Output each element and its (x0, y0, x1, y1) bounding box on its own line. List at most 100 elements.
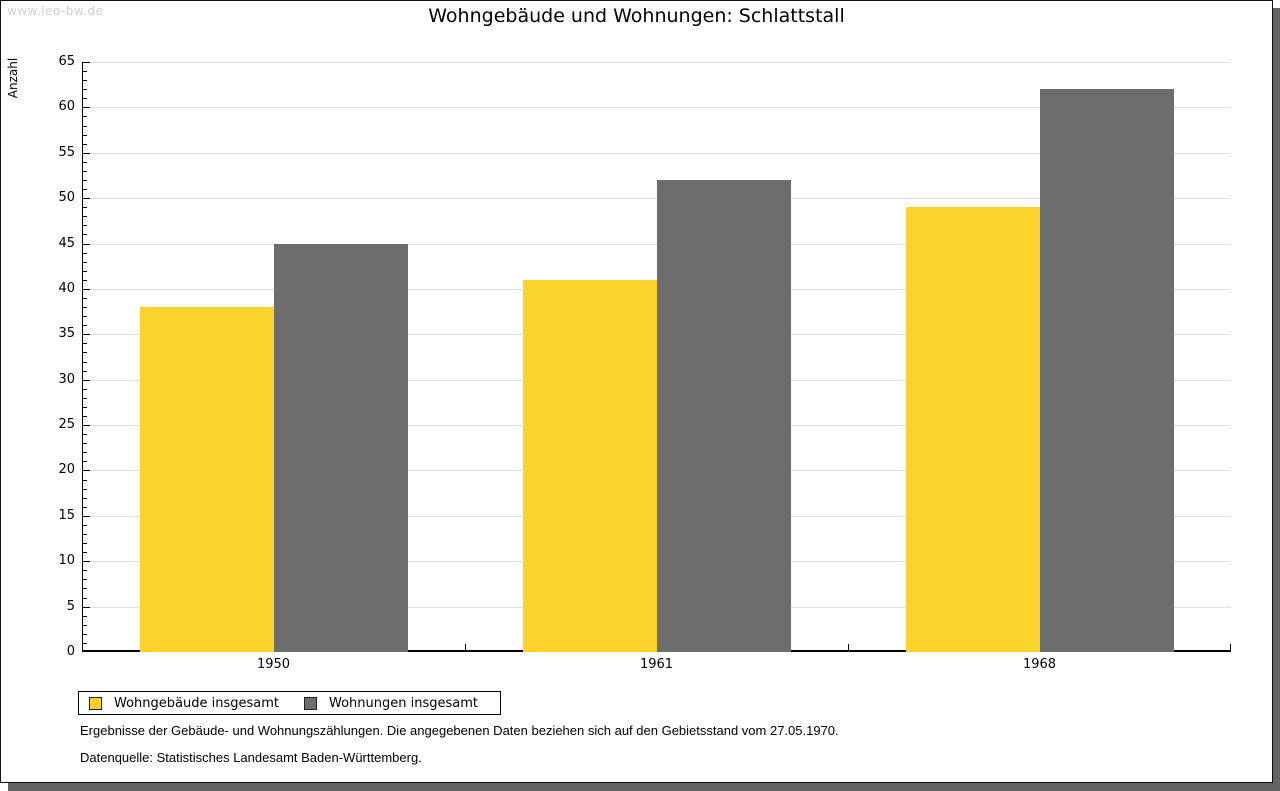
y-minor-tick-36 (83, 325, 87, 327)
y-minor-tick-51 (83, 189, 87, 191)
y-minor-tick-58 (83, 125, 87, 127)
y-minor-tick-42 (83, 270, 87, 272)
y-minor-tick-59 (83, 116, 87, 118)
x-tick-label-1961: 1961 (639, 657, 674, 672)
y-minor-tick-31 (83, 370, 87, 372)
y-major-tick-35 (83, 334, 90, 336)
x-boundary-tick-1 (465, 644, 466, 652)
x-boundary-tick-2 (848, 644, 849, 652)
bar-1968-wohnungen (1039, 89, 1174, 652)
y-minor-tick-34 (83, 343, 87, 345)
y-minor-tick-63 (83, 80, 87, 82)
y-minor-tick-57 (83, 134, 87, 136)
y-tick-label-45: 45 (58, 235, 75, 251)
y-minor-tick-24 (83, 434, 87, 436)
y-minor-tick-43 (83, 261, 87, 263)
gridline-65 (82, 62, 1231, 63)
y-minor-tick-61 (83, 98, 87, 100)
y-minor-tick-32 (83, 361, 87, 363)
y-major-tick-60 (83, 107, 90, 109)
y-axis-title: Anzahl (6, 57, 20, 99)
y-minor-tick-1 (83, 642, 87, 644)
y-tick-label-30: 30 (58, 371, 75, 387)
y-minor-tick-37 (83, 316, 87, 318)
legend-label: Wohngebäude insgesamt (114, 695, 279, 711)
y-minor-tick-7 (83, 588, 87, 590)
y-minor-tick-26 (83, 416, 87, 417)
y-major-tick-40 (83, 288, 90, 290)
y-tick-label-5: 5 (66, 598, 75, 614)
y-minor-tick-33 (83, 352, 87, 354)
y-minor-tick-62 (83, 89, 87, 91)
y-minor-tick-27 (83, 406, 87, 408)
y-major-tick-20 (83, 470, 90, 472)
chart-title: Wohngebäude und Wohnungen: Schlattstall (428, 5, 845, 27)
y-minor-tick-29 (83, 388, 87, 390)
watermark: www.leo-bw.de (7, 4, 104, 18)
legend-swatch-gray (304, 696, 317, 710)
y-minor-tick-17 (83, 497, 87, 499)
y-minor-tick-23 (83, 443, 87, 445)
y-major-tick-45 (83, 243, 90, 245)
legend-label: Wohnungen insgesamt (329, 695, 478, 711)
y-minor-tick-28 (83, 397, 87, 399)
y-minor-tick-44 (83, 252, 87, 254)
y-minor-tick-56 (83, 143, 87, 145)
y-minor-tick-14 (83, 524, 87, 526)
y-minor-tick-12 (83, 543, 87, 545)
y-minor-tick-19 (83, 479, 87, 481)
y-major-tick-50 (83, 198, 90, 200)
y-minor-tick-8 (83, 579, 87, 581)
y-minor-tick-6 (83, 597, 87, 599)
y-minor-tick-13 (83, 534, 87, 535)
y-minor-tick-22 (83, 452, 87, 454)
y-tick-label-10: 10 (58, 553, 75, 569)
legend-item-wohngebaeude: Wohngebäude insgesamt (89, 696, 279, 711)
y-minor-tick-64 (83, 71, 87, 73)
y-minor-tick-52 (83, 180, 87, 181)
bar-1961-wohngebaeude (522, 280, 657, 652)
y-minor-tick-53 (83, 170, 87, 172)
x-boundary-tick-0 (82, 644, 83, 652)
y-minor-tick-48 (83, 216, 87, 218)
y-minor-tick-4 (83, 615, 87, 617)
y-tick-label-0: 0 (66, 644, 75, 659)
x-boundary-tick-3 (1230, 644, 1231, 652)
y-major-tick-15 (83, 515, 90, 517)
y-major-tick-5 (83, 606, 90, 608)
y-minor-tick-18 (83, 488, 87, 490)
legend: Wohngebäude insgesamt Wohnungen insgesam… (78, 691, 501, 715)
bar-1961-wohnungen (656, 180, 791, 652)
gridline-55 (82, 152, 1231, 154)
bar-1950-wohnungen (273, 244, 408, 652)
gridline-60 (82, 107, 1231, 109)
y-axis-line (82, 62, 83, 652)
y-minor-tick-49 (83, 207, 87, 209)
y-minor-tick-3 (83, 624, 87, 626)
legend-item-wohnungen: Wohnungen insgesamt (304, 696, 478, 711)
y-minor-tick-11 (83, 552, 87, 554)
bar-1968-wohngebaeude (905, 207, 1040, 652)
y-tick-label-20: 20 (58, 462, 75, 478)
y-tick-label-60: 60 (58, 99, 75, 115)
y-minor-tick-9 (83, 570, 87, 572)
x-tick-label-1968: 1968 (1022, 657, 1057, 672)
y-major-tick-25 (83, 425, 90, 427)
plot-area: 0 5 10 15 20 25 30 35 40 45 50 55 60 65 1950 1961 1968 (58, 54, 1231, 672)
y-tick-label-25: 25 (58, 417, 75, 433)
y-minor-tick-21 (83, 461, 87, 463)
y-minor-tick-2 (83, 633, 87, 635)
y-minor-tick-54 (83, 161, 87, 163)
y-major-tick-65 (83, 62, 90, 63)
y-minor-tick-47 (83, 225, 87, 227)
y-major-tick-55 (83, 152, 90, 154)
bar-1950-wohngebaeude (139, 307, 274, 652)
y-tick-label-40: 40 (58, 280, 75, 296)
legend-swatch-yellow (89, 696, 102, 710)
y-tick-label-50: 50 (58, 190, 75, 206)
y-minor-tick-39 (83, 298, 87, 299)
x-tick-label-1950: 1950 (256, 657, 291, 672)
y-minor-tick-41 (83, 279, 87, 281)
y-tick-label-55: 55 (58, 144, 75, 160)
